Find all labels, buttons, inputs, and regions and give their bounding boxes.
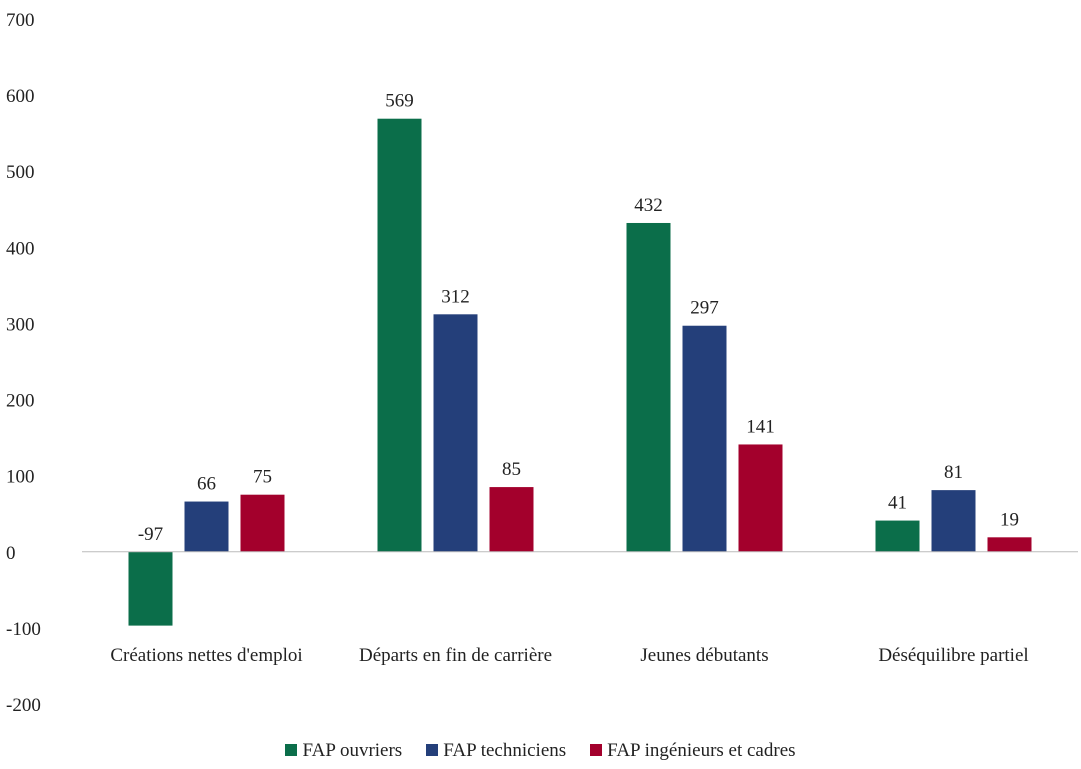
bar bbox=[489, 487, 534, 552]
y-tick-label: 200 bbox=[6, 391, 35, 412]
data-label: 297 bbox=[690, 298, 719, 319]
data-label: 432 bbox=[634, 195, 663, 216]
bar bbox=[738, 444, 783, 552]
bar bbox=[931, 490, 976, 552]
legend: FAP ouvriers FAP techniciens FAP ingénieur… bbox=[0, 740, 1081, 762]
data-label: 312 bbox=[441, 286, 470, 307]
bar bbox=[433, 314, 478, 552]
bar bbox=[377, 118, 422, 552]
data-label: 81 bbox=[944, 462, 963, 483]
y-tick-label: 700 bbox=[6, 10, 35, 31]
legend-label: FAP techniciens bbox=[443, 740, 567, 761]
y-tick-label: 300 bbox=[6, 314, 35, 335]
data-label: -97 bbox=[138, 524, 163, 545]
bar bbox=[987, 537, 1032, 552]
x-tick-label: Créations nettes d'emploi bbox=[110, 644, 303, 666]
y-tick-label: 600 bbox=[6, 86, 35, 107]
legend-swatch bbox=[426, 744, 439, 756]
y-tick-label: 0 bbox=[6, 543, 16, 564]
y-tick-label: 500 bbox=[6, 162, 35, 183]
y-tick-label: -100 bbox=[6, 619, 41, 640]
bar bbox=[128, 551, 173, 626]
x-tick-label: Départs en fin de carrière bbox=[358, 644, 553, 666]
bar bbox=[626, 222, 671, 552]
data-label: 41 bbox=[888, 493, 907, 514]
legend-item: FAP techniciens bbox=[426, 740, 566, 761]
legend-item: FAP ouvriers bbox=[285, 740, 402, 761]
y-tick-label: -200 bbox=[6, 695, 41, 716]
data-label: 141 bbox=[746, 416, 775, 437]
legend-label: FAP ingénieurs et cadres bbox=[607, 740, 796, 761]
legend-item: FAP ingénieurs et cadres bbox=[590, 740, 796, 761]
data-label: 75 bbox=[253, 467, 272, 488]
legend-swatch bbox=[285, 744, 298, 756]
data-label: 19 bbox=[1000, 509, 1019, 530]
data-label: 85 bbox=[502, 459, 521, 480]
x-tick-label: Jeunes débutants bbox=[640, 644, 769, 666]
bar bbox=[875, 520, 920, 552]
y-tick-label: 100 bbox=[6, 467, 35, 488]
legend-label: FAP ouvriers bbox=[302, 740, 403, 761]
data-label: 66 bbox=[197, 474, 216, 495]
y-tick-label: 400 bbox=[6, 238, 35, 259]
bar bbox=[240, 494, 285, 552]
bar bbox=[682, 325, 727, 552]
legend-swatch bbox=[590, 744, 603, 756]
data-label: 569 bbox=[385, 91, 414, 112]
bar bbox=[184, 501, 229, 552]
x-tick-label: Déséquilibre partiel bbox=[878, 644, 1029, 666]
